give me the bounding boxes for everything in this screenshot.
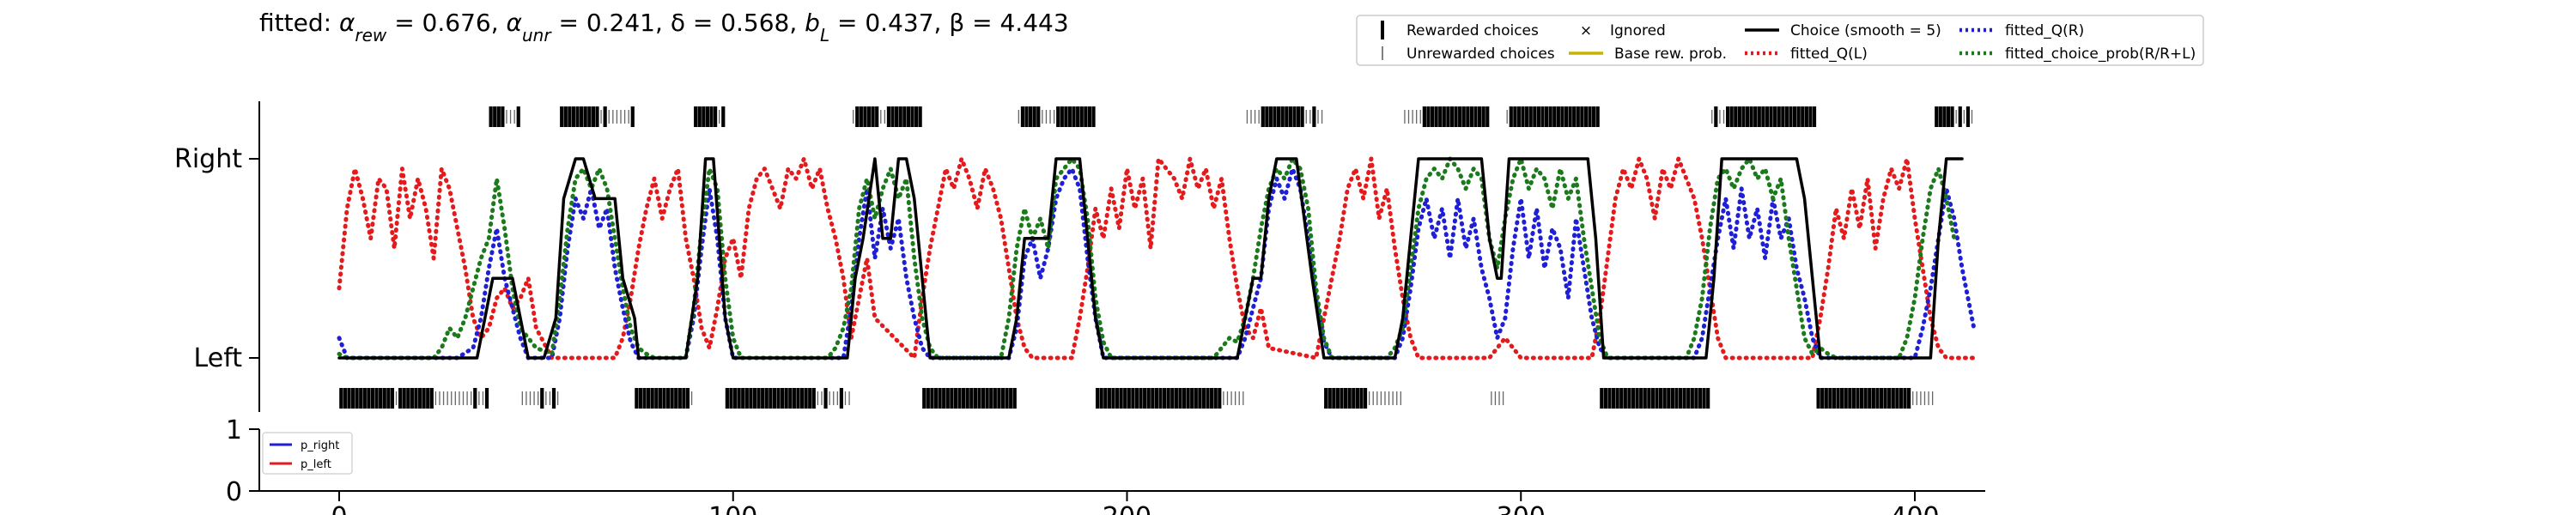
prob-legend-label: p_right	[301, 439, 339, 452]
series-choice-smooth	[337, 157, 1964, 360]
legend-entry: fitted_Q(R)	[1959, 22, 2084, 39]
chart-title: fitted: αrew = 0.676, αunr = 0.241, δ = …	[259, 9, 1069, 45]
legend-label: Rewarded choices	[1406, 22, 1539, 39]
title-part: = 0.241,	[551, 9, 671, 37]
prob-y-tick-label: 0	[226, 477, 242, 507]
x-tick-label: 300	[1497, 502, 1546, 515]
legend-label: Choice (smooth = 5)	[1790, 22, 1941, 39]
prob-y-tick-label: 1	[226, 415, 242, 445]
title-subscript: L	[820, 25, 829, 45]
x-tick-label: 100	[708, 502, 757, 515]
chart-legend: Rewarded choices Unrewarded choices × Ignor…	[1356, 15, 2204, 66]
title-part: b	[805, 9, 820, 37]
x-tick-label: 0	[331, 502, 347, 515]
probability-axes: 0 1 0 100 200 300 400 p_right p_left	[226, 415, 1985, 515]
series-fitted-q-left	[337, 156, 1977, 360]
title-part: δ = 0.568,	[671, 9, 805, 37]
legend-entry: × Ignored	[1580, 22, 1666, 39]
right-choice-ticks	[489, 106, 1973, 127]
title-part: fitted:	[259, 9, 339, 37]
title-part: = 0.437,	[829, 9, 949, 37]
series-fitted-q-right	[337, 167, 1977, 360]
left-choice-ticks	[339, 388, 1934, 409]
x-tick-label: 400	[1890, 502, 1939, 515]
title-part: α	[507, 9, 523, 37]
legend-label: Ignored	[1610, 22, 1666, 39]
legend-entry: Choice (smooth = 5)	[1745, 22, 1941, 39]
main-axes: Left Right	[174, 101, 1977, 412]
legend-label: Unrewarded choices	[1406, 45, 1555, 63]
y-tick-label: Left	[194, 343, 243, 373]
legend-entry: Unrewarded choices	[1382, 45, 1555, 63]
legend-entry: Base rew. prob.	[1569, 45, 1727, 63]
prob-legend-label: p_left	[301, 458, 331, 471]
legend-entry: Rewarded choices	[1381, 21, 1539, 39]
title-subscript: rew	[355, 25, 387, 45]
legend-label: fitted_Q(L)	[1790, 45, 1868, 63]
title-part: β = 4.443	[949, 9, 1068, 37]
y-tick-label: Right	[174, 144, 242, 174]
legend-label: fitted_choice_prob(R/R+L)	[2005, 45, 2196, 63]
title-part: = 0.676,	[386, 9, 506, 37]
legend-marker: ×	[1580, 22, 1592, 39]
x-tick-label: 200	[1103, 502, 1151, 515]
legend-label: fitted_Q(R)	[2005, 22, 2084, 39]
title-part: α	[339, 9, 355, 37]
series-choice-prob	[337, 156, 1957, 360]
legend-label: Base rew. prob.	[1614, 45, 1727, 63]
prob-legend: p_right p_left	[262, 432, 353, 475]
legend-entry: fitted_choice_prob(R/R+L)	[1959, 45, 2196, 63]
legend-entry: fitted_Q(L)	[1745, 45, 1868, 63]
title-subscript: unr	[522, 25, 552, 45]
